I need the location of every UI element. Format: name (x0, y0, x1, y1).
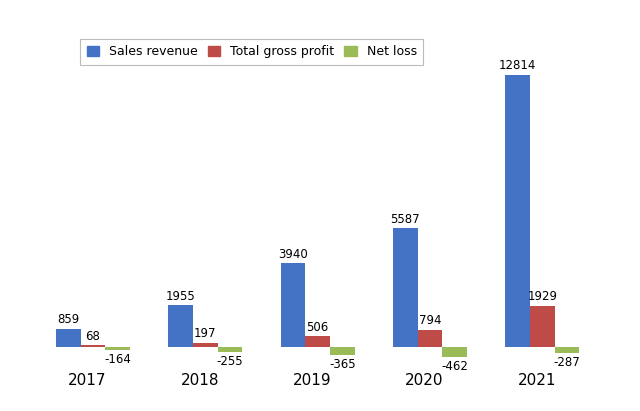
Bar (554, 347, 579, 353)
Bar (168, 305, 193, 347)
Text: 794: 794 (419, 314, 441, 328)
Text: 506: 506 (307, 321, 329, 334)
Bar (106, 347, 130, 350)
Bar (81, 345, 106, 347)
Legend: Sales revenue, Total gross profit, Net loss: Sales revenue, Total gross profit, Net l… (80, 39, 423, 65)
Text: 1929: 1929 (527, 290, 557, 303)
Text: 1955: 1955 (166, 290, 195, 303)
Bar (505, 75, 530, 347)
Text: -462: -462 (441, 360, 468, 373)
Text: -365: -365 (329, 358, 356, 371)
Text: -164: -164 (104, 353, 131, 367)
Bar (193, 343, 218, 347)
Bar (305, 336, 330, 347)
Text: 5587: 5587 (390, 213, 420, 226)
Bar (530, 306, 554, 347)
Bar (442, 347, 467, 357)
Bar (393, 229, 417, 347)
Bar (280, 263, 305, 347)
Text: 3940: 3940 (278, 248, 308, 261)
Bar (330, 347, 355, 355)
Text: 197: 197 (194, 327, 216, 340)
Text: 859: 859 (57, 313, 79, 326)
Text: 12814: 12814 (499, 60, 536, 72)
Text: -287: -287 (554, 356, 580, 369)
Bar (417, 330, 442, 347)
Text: 68: 68 (86, 330, 100, 343)
Bar (218, 347, 243, 352)
Bar (56, 329, 81, 347)
Text: -255: -255 (217, 356, 243, 368)
